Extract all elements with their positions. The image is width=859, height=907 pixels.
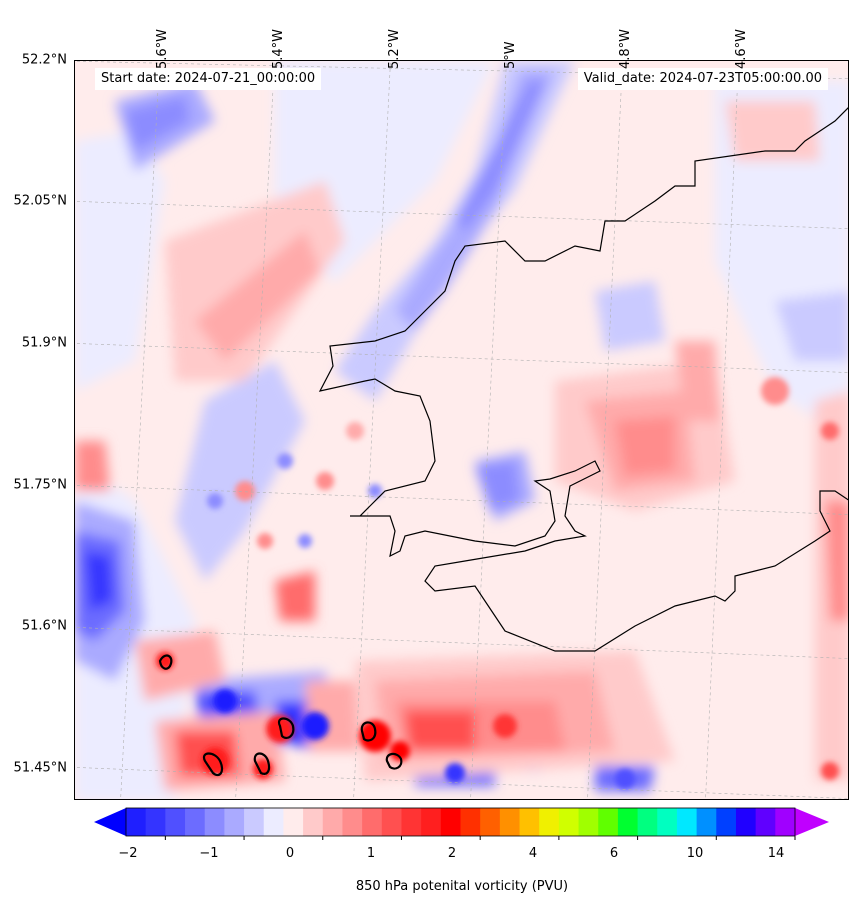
colorbar-segment [637,808,658,836]
lat-label-51-75: 51.75°N [13,477,67,493]
colorbar-tick-label: 1 [366,846,376,861]
colorbar-tick-label: 2 [447,846,457,861]
colorbar-segment [775,808,796,836]
colorbar-segment [204,808,225,836]
colorbar-tick-label: −1 [199,846,219,861]
colorbar-segment [578,808,599,836]
map-gridlines [75,61,848,799]
colorbar-segment [696,808,717,836]
pv-2-contours [158,654,403,777]
lon-label-5-2: 5.2°W [387,28,402,69]
pv-contour-fill [75,61,848,799]
colorbar-segment [244,808,265,836]
lat-label-52-05: 52.05°N [13,193,67,209]
colorbar-tick-label: 0 [285,846,295,861]
colorbar-segments [126,808,796,836]
colorbar-segment [598,808,619,836]
colorbar-segment [499,808,521,836]
colorbar-segment [224,808,245,836]
colorbar-tick-label: 6 [609,846,619,861]
colorbar-segment [381,808,402,836]
colorbar-tick-label: 14 [767,846,785,861]
colorbar-segment [617,808,639,836]
colorbar-segment [440,808,461,836]
colorbar-segment [342,808,363,836]
colorbar-segment [519,808,540,836]
colorbar-outline [125,807,796,837]
colorbar-segment [421,808,442,836]
lon-label-4-6: 4.6°W [734,28,749,69]
colorbar-segment [401,808,422,836]
colorbar-segment [735,808,757,836]
colorbar-segment [283,808,304,836]
colorbar-segment [539,808,560,836]
lon-label-4-8: 4.8°W [618,28,633,69]
colorbar-segment [480,808,501,836]
colorbar-segment [755,808,776,836]
lat-label-52-2: 52.2°N [21,52,67,68]
colorbar-segment [165,808,186,836]
colorbar-segment [558,808,580,836]
colorbar-segment [460,808,481,836]
colorbar-segment [716,808,737,836]
colorbar-segment [145,808,166,836]
colorbar-segment [322,808,343,836]
valid-date-label: Valid_date: 2024-07-23T05:00:00.00 [577,68,828,90]
colorbar-tick-label: 10 [686,846,704,861]
lon-label-5-6: 5.6°W [155,28,170,69]
colorbar-tick-label: 4 [528,846,538,861]
lon-label-5-4: 5.4°W [271,28,286,69]
colorbar-label: 850 hPa potenital vorticity (PVU) [355,879,569,894]
lat-label-51-45: 51.45°N [13,760,67,776]
colorbar-segment [303,808,324,836]
colorbar-segment [362,808,383,836]
coastline [318,107,848,652]
lat-label-51-6: 51.6°N [21,618,67,634]
lon-label-5-0: 5°W [503,41,518,69]
colorbar-under-arrow [94,808,126,836]
colorbar [94,807,829,840]
colorbar-segment [676,808,698,836]
colorbar-segment [657,808,678,836]
lat-label-51-9: 51.9°N [21,335,67,351]
colorbar-segment [185,808,206,836]
map-panel: Start date: 2024-07-21_00:00:00 Valid_da… [74,60,849,800]
colorbar-ticks [164,836,796,840]
start-date-label: Start date: 2024-07-21_00:00:00 [95,68,322,90]
colorbar-over-arrow [795,808,829,836]
colorbar-tick-label: −2 [118,846,138,861]
colorbar-segment [263,808,284,836]
pv-field-map [75,61,848,799]
colorbar-segment [126,808,147,836]
